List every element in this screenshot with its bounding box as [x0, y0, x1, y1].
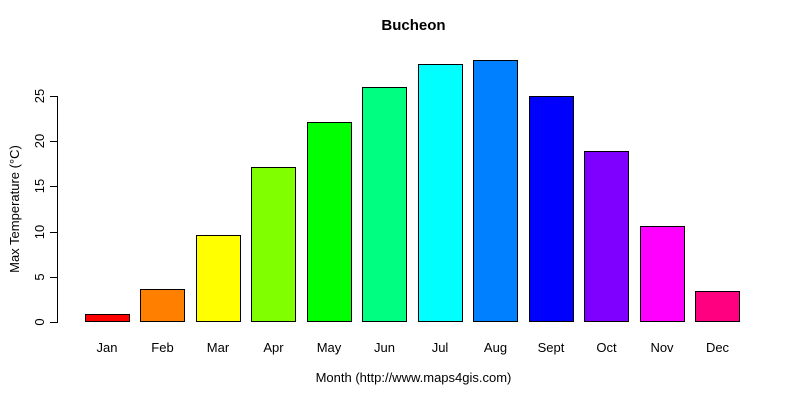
- x-tick-label-mar: Mar: [206, 340, 230, 355]
- x-tick-label-jun: Jun: [374, 340, 395, 355]
- y-tick-label: 15: [32, 179, 47, 194]
- x-tick-label-apr: Apr: [263, 340, 284, 355]
- x-tick-label-feb: Feb: [151, 340, 174, 355]
- bar-nov: [639, 226, 685, 322]
- y-tick-label: 10: [32, 224, 47, 239]
- y-tick-label: 20: [32, 133, 47, 149]
- chart-title: Bucheon: [381, 17, 446, 34]
- x-tick-label-may: May: [316, 340, 342, 355]
- bar-feb: [140, 289, 185, 322]
- bar-apr: [251, 167, 296, 322]
- bar-may: [306, 122, 352, 322]
- x-tick-label-oct: Oct: [596, 340, 617, 355]
- y-tick-mark: [50, 186, 57, 188]
- y-tick-mark: [50, 322, 57, 323]
- bar-dec: [695, 291, 740, 322]
- bar-aug: [473, 59, 518, 322]
- x-tick-label-nov: Nov: [650, 340, 674, 355]
- bar-jan: [84, 313, 130, 322]
- bar-oct: [584, 151, 629, 322]
- y-tick-mark: [50, 96, 57, 97]
- x-tick-label-sept: Sept: [537, 340, 565, 355]
- x-tick-label-aug: Aug: [483, 340, 508, 355]
- y-axis-title: Max Temperature (°C): [7, 145, 22, 273]
- x-axis-title: Month (http://www.maps4gis.com): [315, 370, 512, 385]
- y-tick-mark: [50, 276, 57, 278]
- y-tick-mark: [50, 231, 57, 233]
- y-tick-mark: [50, 141, 57, 143]
- x-tick-label-dec: Dec: [705, 340, 730, 355]
- x-tick-label-jul: Jul: [431, 340, 449, 355]
- bar-sept: [528, 96, 574, 322]
- y-tick-label: 25: [32, 88, 47, 104]
- y-tick-label: 0: [32, 318, 47, 326]
- bar-jul: [417, 64, 463, 322]
- y-axis-line: [57, 96, 58, 323]
- y-tick-label: 5: [32, 273, 47, 281]
- bar-mar: [195, 235, 241, 322]
- bar-jun: [362, 86, 407, 322]
- x-tick-label-jan: Jan: [96, 340, 118, 355]
